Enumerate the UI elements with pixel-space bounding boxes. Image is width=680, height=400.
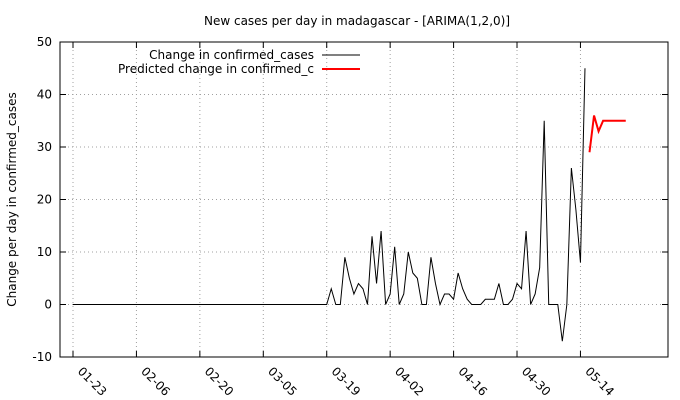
y-axis-label: Change per day in confirmed_cases (5, 92, 19, 307)
series-line-actual (73, 68, 586, 342)
legend-label: Change in confirmed_cases (149, 48, 314, 62)
series (73, 68, 626, 342)
x-tick-label: 03-05 (265, 364, 300, 399)
x-tick-label: 03-19 (329, 364, 364, 399)
x-axis: 01-23 02-06 02-20 03-05 03-19 04-02 04-16 04-30… (72, 42, 617, 399)
x-tick-label: 05-14 (582, 364, 617, 399)
x-tick-label: 02-20 (202, 364, 237, 399)
y-axis: -10 0 10 20 30 40 50 (32, 35, 668, 364)
y-tick-label: 30 (37, 140, 52, 154)
chart-title: New cases per day in madagascar - [ARIMA… (204, 14, 510, 28)
x-tick-label: 01-23 (75, 364, 110, 399)
series-line-predicted (588, 115, 626, 153)
x-tick-label: 04-16 (455, 364, 490, 399)
x-tick-label: 04-02 (392, 364, 427, 399)
x-tick-label: 04-30 (519, 364, 554, 399)
y-tick-label: 50 (37, 35, 52, 49)
y-tick-label: 20 (37, 193, 52, 207)
y-tick-label: 0 (44, 298, 52, 312)
grid (60, 41, 668, 358)
y-tick-label: -10 (32, 350, 52, 364)
legend-label: Predicted change in confirmed_c (118, 62, 314, 76)
y-tick-label: 10 (37, 245, 52, 259)
x-tick-label: 02-06 (138, 364, 173, 399)
y-tick-label: 40 (37, 88, 52, 102)
